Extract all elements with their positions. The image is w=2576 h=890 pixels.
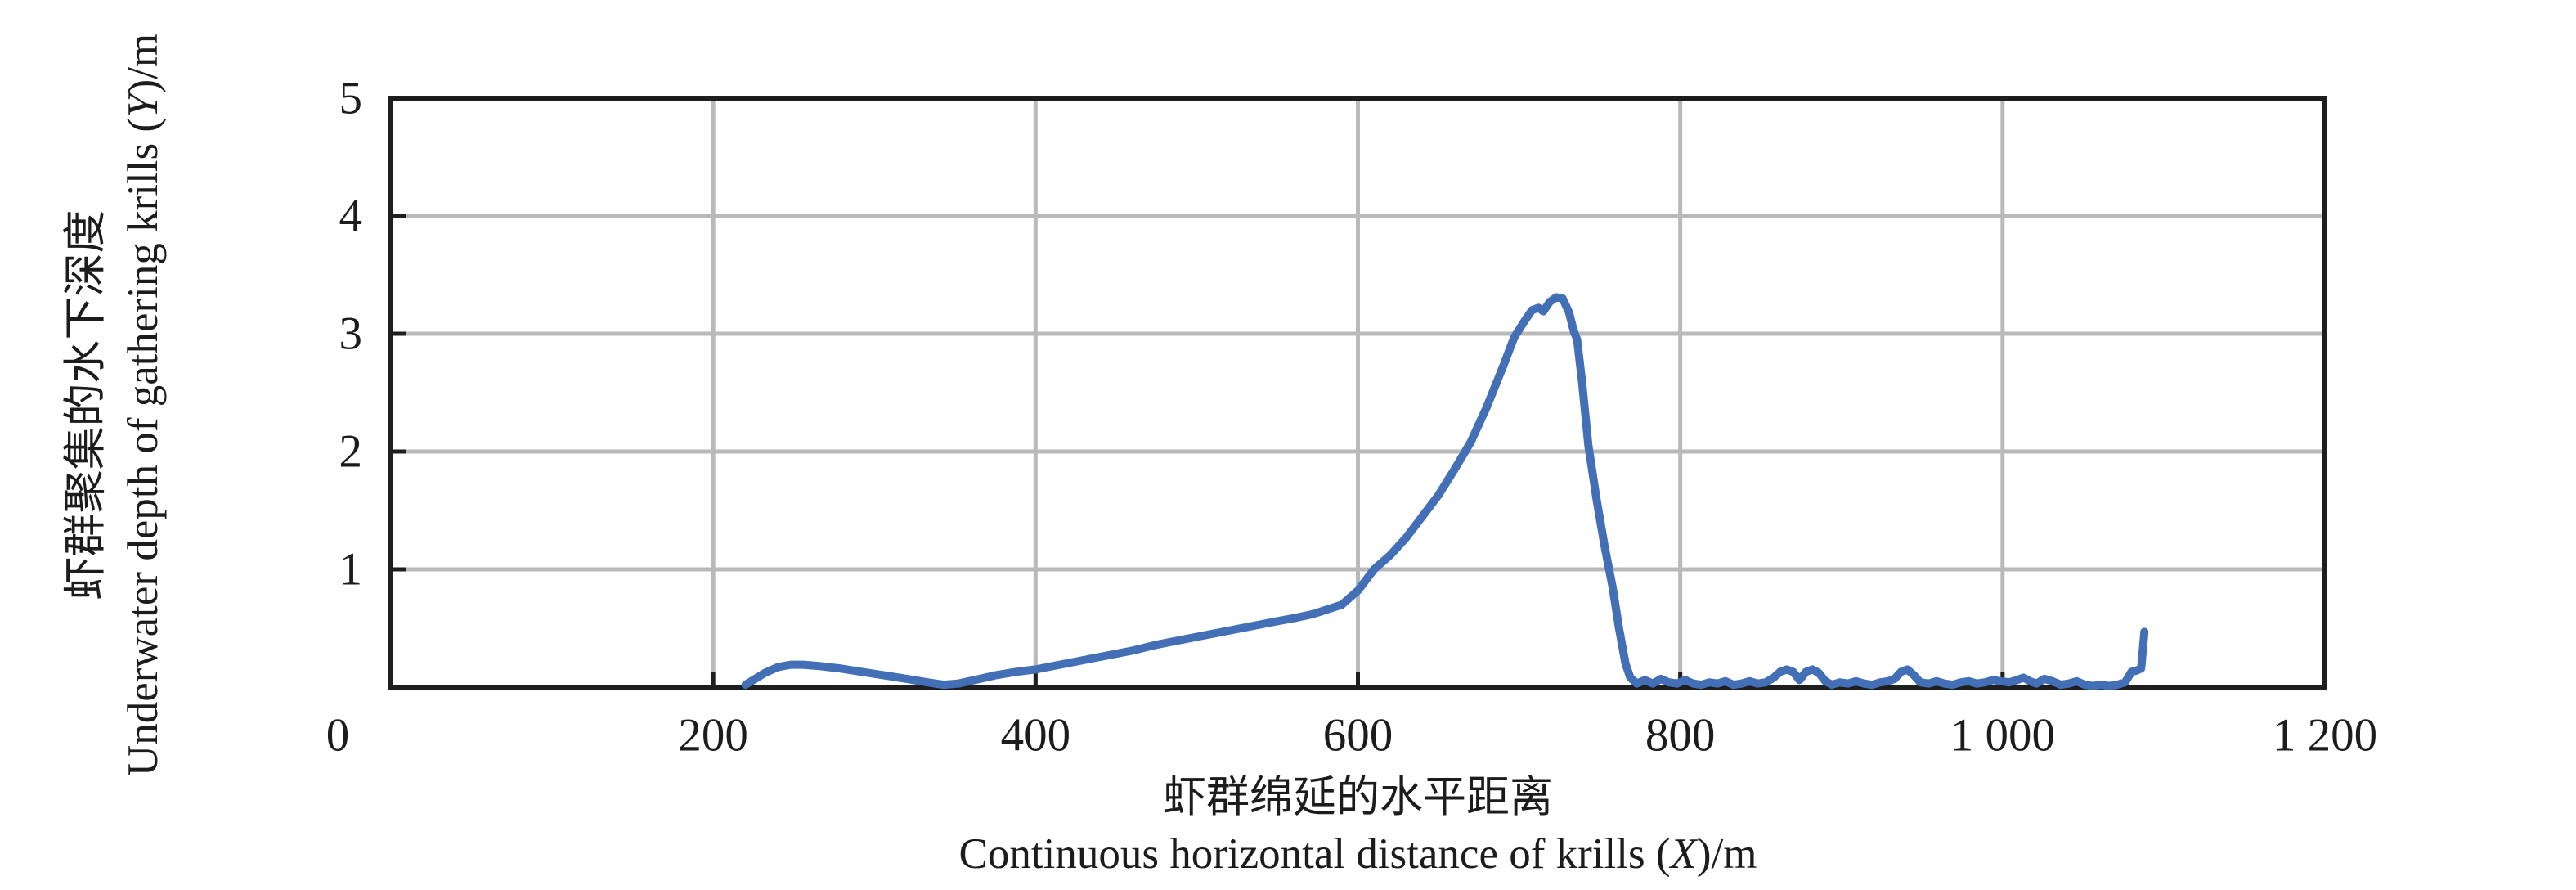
y-tick-label: 3 [339, 308, 363, 360]
x-axis-title: 虾群绵延的水平距离 Continuous horizontal distance… [391, 770, 2325, 883]
x-axis-title-en: Continuous horizontal distance of krills… [958, 830, 1757, 878]
x-tick-label: 400 [1000, 709, 1071, 762]
x-axis-title-zh: 虾群绵延的水平距离 [1163, 774, 1553, 821]
x-tick-label: 200 [678, 709, 748, 762]
data-line [741, 293, 2149, 690]
y-tick-label: 5 [339, 72, 363, 124]
x-tick-label: 1 000 [1950, 709, 2055, 762]
y-axis-variable: Y [119, 93, 167, 119]
x-tick-label: 800 [1645, 709, 1716, 762]
y-axis-title-zh: 虾群聚集的水下深度 [62, 209, 110, 600]
y-axis-title-en: Underwater depth of gathering krills (Y)… [119, 33, 167, 777]
y-axis-title: 虾群聚集的水下深度 Underwater depth of gathering … [57, 34, 172, 776]
x-tick-label: 600 [1322, 709, 1393, 762]
origin-tick-label: 0 [325, 709, 350, 762]
y-tick-label: 4 [339, 190, 363, 242]
x-tick-label: 1 200 [2272, 709, 2378, 762]
y-tick-label: 2 [339, 425, 363, 478]
gridlines [391, 98, 2325, 687]
x-axis-variable: X [1670, 830, 1697, 878]
y-tick-label: 1 [339, 543, 363, 596]
